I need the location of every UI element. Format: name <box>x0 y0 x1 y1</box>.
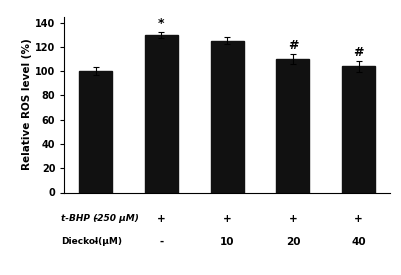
Text: +: + <box>288 214 297 224</box>
Y-axis label: Relative ROS level (%): Relative ROS level (%) <box>22 39 32 170</box>
Bar <box>79 71 112 192</box>
Text: Dieckol(μM): Dieckol(μM) <box>61 237 122 246</box>
Text: -: - <box>159 237 163 247</box>
Text: +: + <box>353 214 362 224</box>
Bar <box>210 41 243 192</box>
Text: 20: 20 <box>285 237 300 247</box>
Bar <box>341 66 374 192</box>
Bar <box>276 59 309 192</box>
Text: 10: 10 <box>219 237 234 247</box>
Text: #: # <box>287 39 298 52</box>
Text: +: + <box>222 214 231 224</box>
Text: t-BHP (250 μM): t-BHP (250 μM) <box>61 214 139 223</box>
Text: -: - <box>93 237 97 247</box>
Text: +: + <box>156 214 165 224</box>
Text: *: * <box>158 17 164 30</box>
Bar <box>144 35 177 192</box>
Text: #: # <box>352 46 363 59</box>
Text: -: - <box>93 214 97 224</box>
Text: 40: 40 <box>350 237 365 247</box>
